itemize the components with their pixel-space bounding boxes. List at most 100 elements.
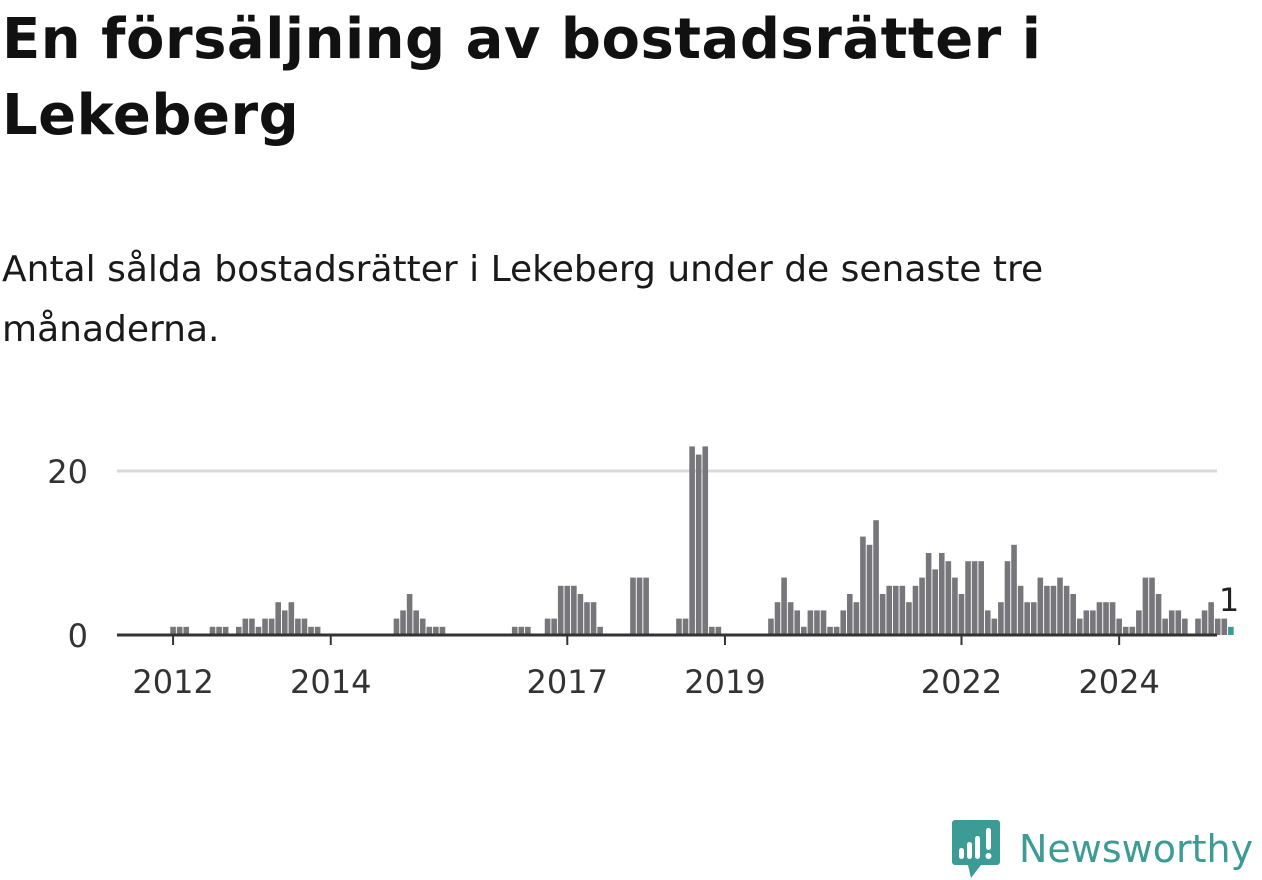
bar <box>1155 594 1162 635</box>
bar <box>255 626 262 635</box>
bar <box>308 626 314 635</box>
bar <box>676 618 682 635</box>
bar <box>393 618 400 635</box>
bar <box>814 610 820 635</box>
bar <box>170 626 176 635</box>
bar <box>1136 610 1142 635</box>
bar <box>1044 585 1050 635</box>
bar <box>860 536 866 635</box>
bar <box>557 585 564 635</box>
bar <box>590 602 597 635</box>
chart-subtitle: Antal sålda bostadsrätter i Lekeberg und… <box>2 249 1044 350</box>
bar <box>695 454 702 635</box>
bar <box>222 626 229 635</box>
bar <box>636 577 643 635</box>
bar <box>1030 602 1037 635</box>
bar <box>1057 577 1063 635</box>
chart-title: En försäljning av bostadsrätter i Lekebe… <box>2 7 1042 148</box>
bar <box>419 618 426 635</box>
bar <box>301 618 308 635</box>
bar <box>682 618 689 635</box>
y-tick-label: 20 <box>47 453 88 491</box>
bar <box>1083 610 1090 635</box>
bar <box>873 520 879 635</box>
bar <box>584 602 590 635</box>
bar <box>774 602 781 635</box>
bar <box>833 626 840 635</box>
bar <box>1090 610 1096 635</box>
x-tick-label: 2024 <box>1078 663 1159 701</box>
bar <box>1011 544 1017 635</box>
highlight-value-label: 1 <box>1219 581 1239 619</box>
bar <box>242 618 249 635</box>
bar <box>1070 594 1076 635</box>
bar <box>899 585 906 635</box>
bar <box>709 626 715 635</box>
bar <box>827 626 833 635</box>
bar <box>433 626 439 635</box>
bar <box>1037 577 1044 635</box>
bar <box>564 585 571 635</box>
bar <box>1149 577 1155 635</box>
bar <box>787 602 794 635</box>
bar <box>925 553 932 635</box>
bar <box>853 602 860 635</box>
bar <box>866 544 873 635</box>
bar <box>689 446 695 635</box>
bar <box>1201 610 1208 635</box>
bar <box>1103 602 1109 635</box>
bar <box>879 594 886 635</box>
bar <box>577 594 584 635</box>
bar <box>1182 618 1188 635</box>
bar <box>235 626 242 635</box>
bar <box>183 626 190 635</box>
bar <box>571 585 577 635</box>
bar <box>807 610 814 635</box>
bar <box>892 585 899 635</box>
bar <box>1024 602 1030 635</box>
bar <box>1168 610 1175 635</box>
bar <box>1208 602 1214 635</box>
bar <box>998 602 1004 635</box>
bar-chart: 0 20 1 2012 2014 2017 2019 2022 2024 <box>47 446 1239 701</box>
bar <box>426 626 433 635</box>
bar <box>912 585 919 635</box>
bar <box>406 594 413 635</box>
bar <box>544 618 551 635</box>
bar <box>1063 585 1070 635</box>
bar <box>702 446 709 635</box>
bar <box>820 610 827 635</box>
bar <box>518 626 525 635</box>
bar <box>801 626 807 635</box>
bar <box>1116 618 1122 635</box>
bar <box>551 618 557 635</box>
x-tick-label: 2017 <box>527 663 608 701</box>
bar <box>991 618 998 635</box>
bar <box>1175 610 1182 635</box>
highlight-bar <box>1228 626 1234 635</box>
bar <box>958 594 965 635</box>
bar <box>715 626 722 635</box>
bar <box>984 610 991 635</box>
y-tick-label: 0 <box>68 617 88 655</box>
bar <box>288 602 295 635</box>
bar <box>932 569 938 635</box>
bar <box>978 561 984 635</box>
bar <box>840 610 847 635</box>
bar <box>1050 585 1057 635</box>
bar <box>1195 618 1201 635</box>
x-tick-label: 2019 <box>684 663 765 701</box>
bar <box>413 610 419 635</box>
x-tick-label: 2012 <box>132 663 213 701</box>
bar <box>906 602 912 635</box>
brand: Newsworthy <box>951 818 1253 880</box>
bar <box>1142 577 1149 635</box>
bar <box>439 626 446 635</box>
bar <box>281 610 288 635</box>
bar <box>249 618 255 635</box>
bar <box>1017 585 1024 635</box>
bar <box>209 626 216 635</box>
bar <box>945 561 952 635</box>
bar <box>1004 561 1011 635</box>
x-tick-label: 2022 <box>921 663 1002 701</box>
